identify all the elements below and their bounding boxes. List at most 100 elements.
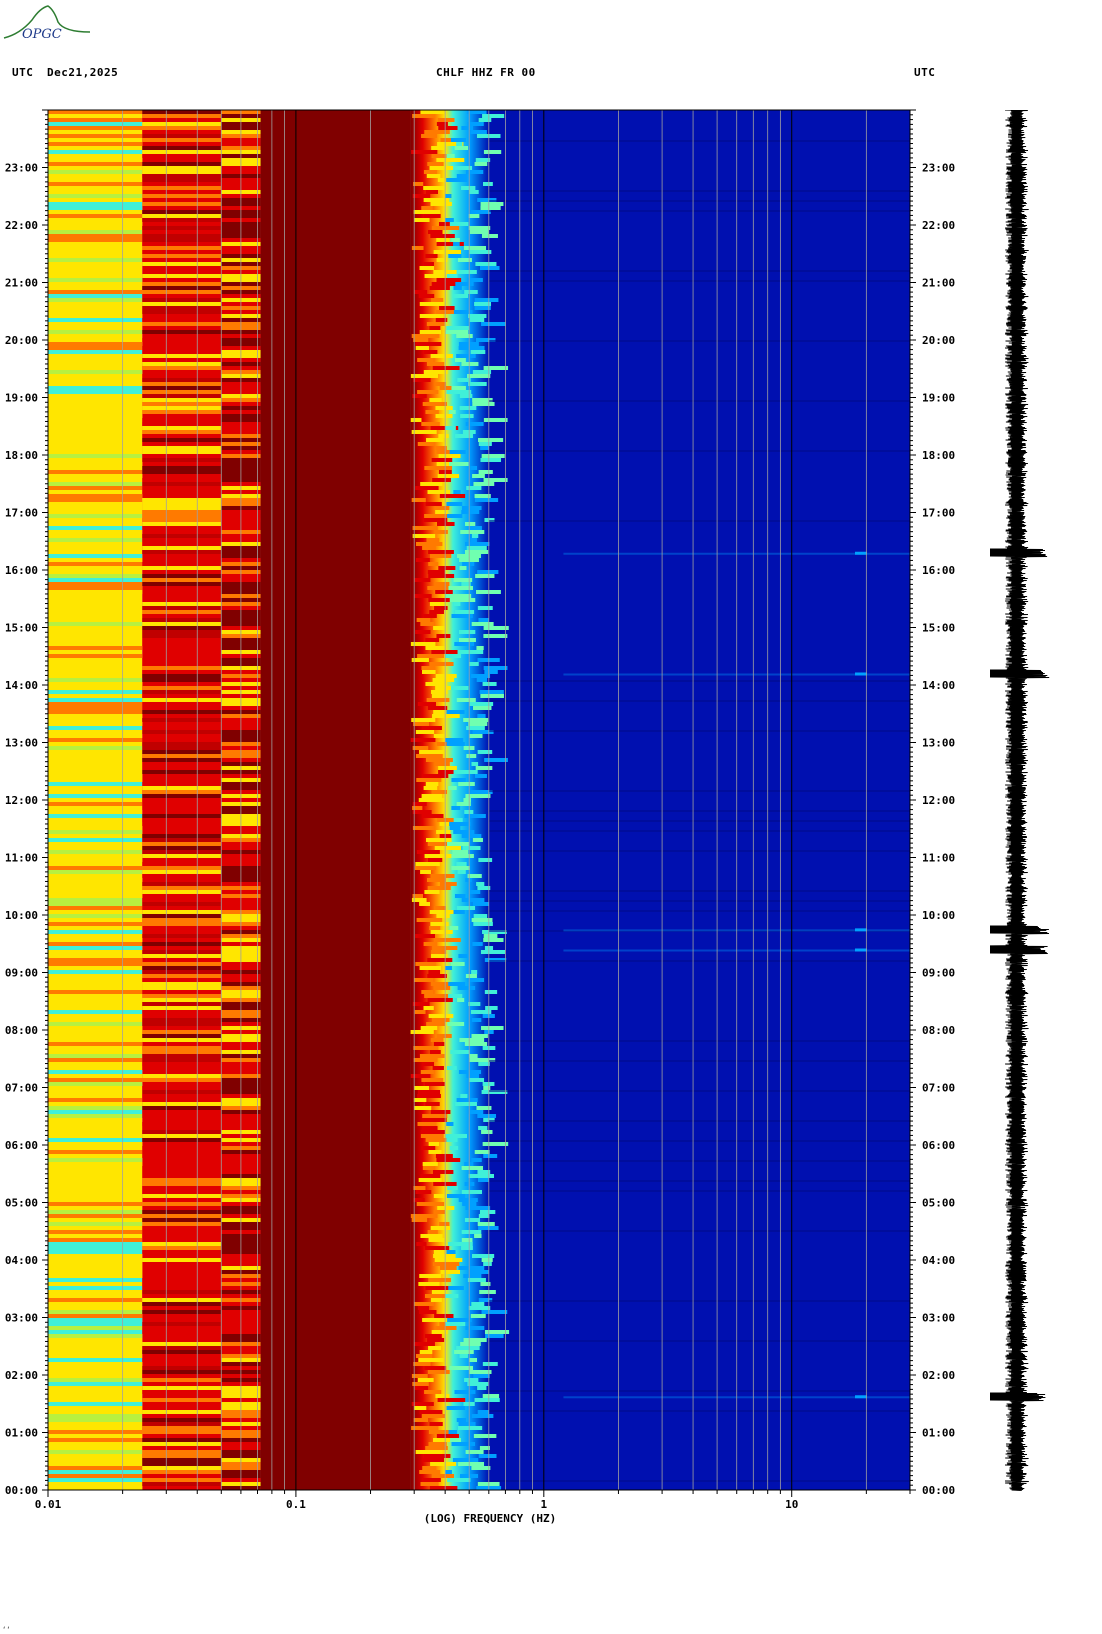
spectrum-row bbox=[48, 1270, 143, 1274]
spectrum-row bbox=[471, 1414, 494, 1418]
spectrum-row bbox=[142, 1238, 222, 1242]
spectrum-row bbox=[48, 1146, 143, 1150]
spectrum-row bbox=[48, 714, 143, 718]
y-tick-label-right: 01:00 bbox=[922, 1427, 955, 1440]
spectrum-row bbox=[488, 1040, 910, 1042]
spectrum-row bbox=[485, 1006, 498, 1010]
spectrum-row bbox=[464, 1042, 488, 1046]
spectrum-row bbox=[477, 570, 499, 574]
spectrum-row bbox=[412, 114, 435, 118]
spectrum-row bbox=[48, 634, 143, 638]
spectrum-row bbox=[447, 1186, 458, 1190]
spectrum-row bbox=[458, 1198, 478, 1202]
spectrum-row bbox=[142, 870, 222, 874]
spectrum-row bbox=[449, 222, 469, 226]
spectrum-row bbox=[48, 238, 143, 242]
spectrum-row bbox=[433, 250, 461, 254]
spectrum-row bbox=[483, 634, 508, 638]
spectrum-row bbox=[142, 658, 222, 662]
spectrum-row bbox=[451, 1442, 476, 1446]
spectrum-row bbox=[431, 146, 446, 150]
spectrum-row bbox=[458, 630, 476, 634]
spectrum-row bbox=[467, 978, 485, 982]
spectrum-row bbox=[48, 1142, 143, 1146]
spectrum-row bbox=[449, 462, 469, 466]
spectrum-row bbox=[142, 386, 222, 390]
spectrum-row bbox=[436, 462, 460, 466]
spectrum-row bbox=[488, 730, 910, 732]
spectrum-row bbox=[422, 1126, 438, 1130]
spectrum-row bbox=[48, 990, 143, 994]
spectrum-row bbox=[471, 970, 478, 974]
spectrum-row bbox=[48, 946, 143, 950]
spectrum-row bbox=[142, 154, 222, 158]
spectrum-row bbox=[48, 874, 143, 878]
spectrum-row bbox=[417, 702, 436, 706]
spectrum-row bbox=[142, 542, 222, 546]
spectrum-row bbox=[142, 1374, 222, 1378]
spectrum-row bbox=[474, 774, 487, 778]
spectrum-row bbox=[142, 898, 222, 902]
spectrum-row bbox=[48, 890, 143, 894]
spectrum-row bbox=[422, 1062, 435, 1066]
spectrum-row bbox=[48, 646, 143, 650]
spectrum-row bbox=[48, 386, 143, 390]
logo-text: OPGC bbox=[22, 27, 62, 42]
spectrum-row bbox=[142, 726, 222, 730]
spectrum-row bbox=[469, 1358, 478, 1362]
spectrum-row bbox=[411, 718, 436, 722]
spectrum-row bbox=[431, 954, 448, 958]
spectrum-row bbox=[48, 346, 143, 350]
spectrum-row bbox=[445, 1294, 459, 1298]
spectrum-row bbox=[454, 146, 469, 150]
spectrum-row bbox=[419, 1410, 443, 1414]
y-tick-label-left: 19:00 bbox=[5, 392, 38, 405]
spectrum-row bbox=[420, 1026, 438, 1030]
spectrum-row bbox=[48, 314, 143, 318]
spectrum-row bbox=[48, 562, 143, 566]
spectrum-row bbox=[473, 922, 493, 926]
spectrum-row bbox=[434, 846, 462, 850]
spectrum-row bbox=[142, 1230, 222, 1234]
spectrum-row bbox=[142, 1462, 222, 1466]
spectrum-row bbox=[448, 786, 457, 790]
spectrum-row bbox=[142, 1302, 222, 1306]
spectrum-row bbox=[463, 246, 487, 250]
spectrum-row bbox=[436, 450, 462, 454]
spectrum-row bbox=[433, 1042, 445, 1046]
spectrum-row bbox=[461, 1238, 473, 1242]
spectrum-row bbox=[142, 1378, 222, 1382]
spectrum-row bbox=[488, 820, 910, 822]
spectrum-row bbox=[48, 578, 143, 582]
spectrum-row bbox=[142, 1330, 222, 1334]
spectrum-row bbox=[420, 1234, 443, 1238]
spectrum-row bbox=[48, 1438, 143, 1442]
spectrum-row bbox=[142, 1018, 222, 1022]
y-tick-label-right: 08:00 bbox=[922, 1024, 955, 1037]
spectrum-row bbox=[430, 982, 451, 986]
spectrum-row bbox=[438, 770, 462, 774]
spectrum-row bbox=[480, 950, 506, 954]
spectrum-row bbox=[142, 282, 222, 286]
spectrum-row bbox=[142, 398, 222, 402]
spectrum-row bbox=[142, 238, 222, 242]
event-marker-0 bbox=[855, 1395, 868, 1399]
spectrum-row bbox=[142, 1222, 222, 1226]
spectrum-row bbox=[142, 202, 222, 206]
spectrum-row bbox=[450, 1438, 461, 1442]
spectrum-row bbox=[142, 450, 222, 454]
spectrum-row bbox=[412, 806, 423, 810]
spectrum-row bbox=[463, 1338, 487, 1342]
spectrum-row bbox=[414, 1342, 435, 1346]
spectrum-row bbox=[48, 458, 143, 462]
spectrum-row bbox=[488, 140, 910, 142]
spectrum-row bbox=[466, 170, 484, 174]
spectrum-row bbox=[48, 442, 143, 446]
spectrum-row bbox=[482, 1394, 500, 1398]
spectrum-row bbox=[483, 418, 508, 422]
y-tick-label-right: 22:00 bbox=[922, 219, 955, 232]
spectrum-row bbox=[412, 534, 436, 538]
spectrum-row bbox=[142, 1454, 222, 1458]
spectrum-row bbox=[467, 1382, 489, 1386]
spectrum-row bbox=[454, 642, 475, 646]
